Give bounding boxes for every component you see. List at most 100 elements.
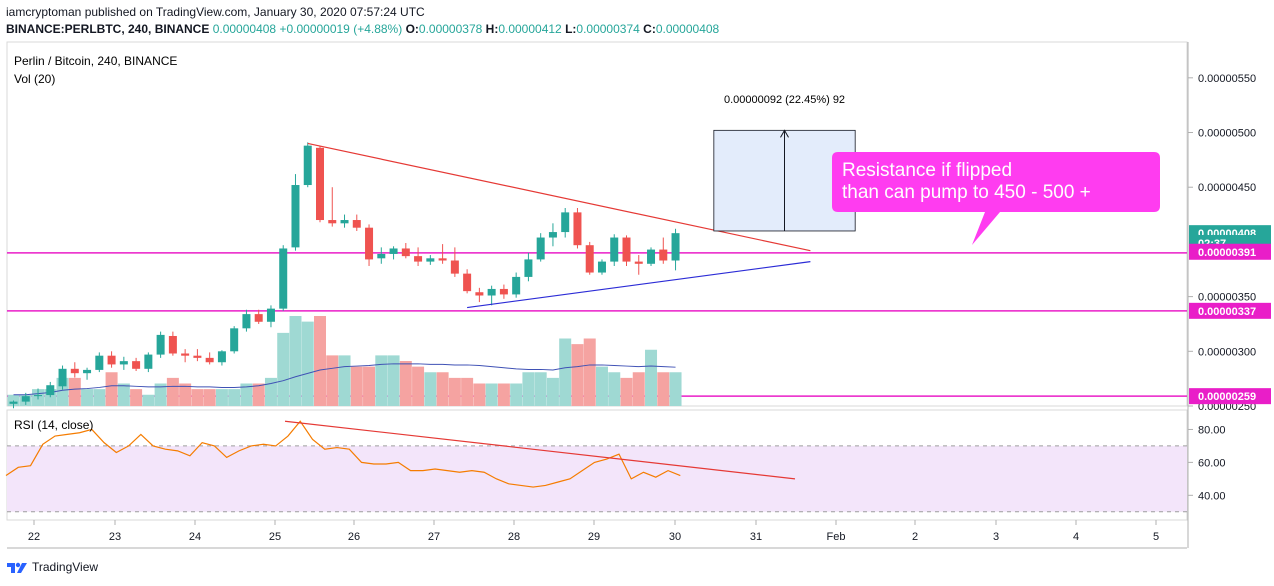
volume-bar [485,383,498,406]
candle-body [659,249,668,261]
candle-body [144,354,153,369]
volume-bar [338,355,351,406]
volume-bar [363,366,376,406]
volume-bar [240,383,253,406]
candle-body [463,273,472,292]
time-tick-label: Feb [827,531,846,543]
price-tick-label: 0.00000450 [1198,182,1256,194]
volume-bar [669,372,682,406]
volume-bar [546,377,559,406]
close-value: 0.00000408 [655,22,720,36]
candle-body [561,212,570,233]
candle-body [21,396,30,402]
rsi-trendline [284,420,796,480]
low-label: L: [565,22,577,36]
open-value: 0.00000378 [418,22,483,36]
volume-bar [632,372,645,406]
volume-bar [68,377,81,406]
candle-body [548,232,557,238]
volume-bar [130,389,143,406]
candle-body [168,335,177,354]
candle-body [585,245,594,273]
candle-body [46,385,55,396]
price-tick-label: 0.00000300 [1198,346,1256,358]
volume-bar [412,366,425,406]
volume-bar [657,372,670,406]
callout-line1: Resistance if flipped [842,160,1012,181]
time-tick-label: 22 [28,531,40,543]
time-tick-label: 5 [1153,531,1159,543]
candle-body [70,368,79,374]
volume-ma-line [13,363,676,396]
candle-body [181,353,190,356]
candle-body [119,361,128,365]
price-change: +0.00000019 (+4.88%) [279,22,403,36]
volume-bar [559,338,572,406]
candle-body [156,334,165,355]
rsi-band-fill [7,445,1187,512]
candle-body [340,220,349,224]
low-value: 0.00000374 [576,22,640,36]
candle-body [230,328,239,352]
time-tick-label: 30 [669,531,681,543]
rsi-tick-label: 80.00 [1198,424,1226,436]
price-badge-label: 0.00000337 [1198,306,1256,318]
rsi-tick-label: 60.00 [1198,457,1226,469]
symbol-label: BINANCE:PERLBTC, 240, BINANCE [6,22,210,36]
candles [9,142,680,409]
rsi-line-path [5,420,681,488]
price-tick-label: 0.00000500 [1198,128,1256,140]
time-tick-label: 3 [993,531,999,543]
volume-bar [252,383,265,406]
candle-body [634,261,643,264]
candle-body [450,260,459,274]
rsi-line [5,420,796,488]
candle-body [536,237,545,260]
volume-bar [228,389,241,406]
volume-bar [105,372,118,406]
candle-body [316,147,324,221]
volume-bar [277,332,290,406]
candle-body [34,395,43,397]
volume-bar [497,383,510,406]
volume-bar [326,355,339,406]
candle-body [217,351,226,363]
footer: TradingView [6,560,98,574]
volume-bar [534,372,547,406]
candle-body [475,292,484,296]
volume-bar [448,377,461,406]
rsi-tick-label: 40.00 [1198,490,1226,502]
candle-body [328,220,337,224]
tradingview-brand: TradingView [32,560,99,574]
candle-body [610,237,619,262]
candle-body [414,256,423,262]
callout[interactable]: Resistance if flipped than can pump to 4… [832,152,1160,245]
volume-bar [595,366,608,406]
volume-bar [264,377,277,406]
vol-label: Vol (20) [14,72,55,86]
tradingview-logo-icon [7,562,27,573]
price-badge-label: 0.00000391 [1198,247,1256,259]
candle-body [426,258,435,262]
candle-body [132,361,141,369]
candle-body [647,249,656,264]
volume-bar [179,383,192,406]
candle-body [671,233,680,261]
pane-title: Perlin / Bitcoin, 240, BINANCE [14,54,177,68]
resistance-trendline [307,142,811,252]
candle-body [266,308,275,322]
time-tick-label: 29 [588,531,600,543]
volume-bar [461,377,474,406]
volume-bar [387,355,400,406]
candle-body [107,355,116,365]
volume-bar [608,372,621,406]
volume-bar [350,366,363,406]
publish-info: iamcryptoman published on TradingView.co… [6,5,425,19]
volume-bar [424,372,437,406]
candle-body [352,220,361,228]
volume-bar [191,389,204,406]
volume-bar [93,389,106,406]
price-badge-label: 0.00000259 [1198,391,1256,403]
price-badge [1189,243,1271,260]
